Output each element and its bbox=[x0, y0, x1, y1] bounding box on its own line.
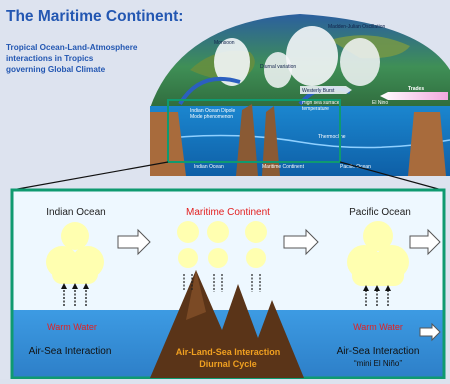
label-monsoon: Monsoon bbox=[214, 40, 235, 46]
label-high-sst-2: temperature bbox=[302, 106, 329, 112]
label-high-sst-1: High sea surface bbox=[302, 100, 340, 106]
cloud bbox=[264, 52, 292, 88]
land-pillar-east bbox=[408, 112, 446, 176]
subtitle-line-2: interactions in Tropics bbox=[6, 54, 94, 63]
ocean bbox=[150, 106, 450, 176]
label-westerly-burst: Westerly Burst bbox=[302, 88, 335, 94]
thermocline-line bbox=[149, 134, 450, 149]
air-land-sea-label: Air-Land-Sea Interaction bbox=[176, 347, 281, 357]
land-pillar-center bbox=[262, 106, 280, 176]
globe-illustration bbox=[149, 14, 450, 176]
cloud bbox=[340, 38, 380, 86]
flow-arrow bbox=[117, 228, 151, 256]
panel-label-indian-ocean: Indian Ocean bbox=[46, 207, 106, 218]
label-mjo: Madden-Julian Oscillation bbox=[328, 24, 385, 30]
mountains bbox=[150, 270, 304, 378]
zoom-line-left bbox=[11, 161, 169, 191]
label-indian-ocean-small: Indian Ocean bbox=[194, 164, 224, 170]
label-diurnal: Diurnal variation bbox=[260, 64, 296, 70]
air-sea-left: Air-Sea Interaction bbox=[29, 346, 112, 357]
globe-labels: Monsoon Madden-Julian Oscillation Diurna… bbox=[190, 24, 424, 170]
westerly-arrow bbox=[300, 86, 352, 94]
label-pacific-small: Pacific Ocean bbox=[340, 164, 371, 170]
subtitle-line-3: governing Global Climate bbox=[6, 65, 106, 74]
label-io-dipole-2: Mode phenomenon bbox=[190, 114, 233, 120]
detail-panel: Indian Ocean Maritime Continent Pacific … bbox=[10, 188, 446, 380]
subtitle-line-1: Tropical Ocean-Land-Atmosphere bbox=[6, 43, 138, 52]
clouds-maritime bbox=[177, 221, 267, 268]
label-io-dipole-1: Indian Ocean Dipole bbox=[190, 108, 236, 114]
flow-arrows bbox=[117, 228, 441, 342]
mini-el-nino-label: “mini El Niño” bbox=[354, 359, 402, 368]
warm-water-right: Warm Water bbox=[353, 322, 403, 332]
cloud bbox=[214, 38, 250, 86]
label-trades: Trades bbox=[408, 86, 424, 92]
maritime-arrows bbox=[183, 274, 261, 292]
label-el-nino: El Nino bbox=[372, 100, 388, 106]
label-maritime-small: Maritime Continent bbox=[262, 164, 305, 170]
land-pillar-center bbox=[236, 104, 258, 176]
label-thermocline: Thermocline bbox=[318, 134, 346, 140]
panel-label-pacific-ocean: Pacific Ocean bbox=[349, 207, 411, 218]
flow-arrow bbox=[419, 322, 441, 342]
circulation-arrow bbox=[178, 76, 241, 106]
air-sea-right: Air-Sea Interaction bbox=[337, 346, 420, 357]
cloud-indian bbox=[46, 222, 104, 284]
updraft-arrowheads bbox=[61, 283, 391, 291]
panel-label-maritime-continent: Maritime Continent bbox=[186, 207, 270, 218]
focus-box bbox=[167, 99, 341, 163]
diurnal-cycle-label: Diurnal Cycle bbox=[199, 359, 257, 369]
cloud bbox=[286, 26, 338, 86]
zoom-line-right bbox=[339, 161, 443, 191]
trades-arrow bbox=[380, 92, 448, 100]
updraft-arrows bbox=[63, 288, 389, 306]
cloud-pacific bbox=[347, 221, 409, 286]
flow-arrow bbox=[283, 228, 319, 256]
diagram-title: The Maritime Continent: bbox=[6, 8, 183, 25]
flow-arrow bbox=[409, 228, 441, 256]
warm-water-left: Warm Water bbox=[47, 322, 97, 332]
